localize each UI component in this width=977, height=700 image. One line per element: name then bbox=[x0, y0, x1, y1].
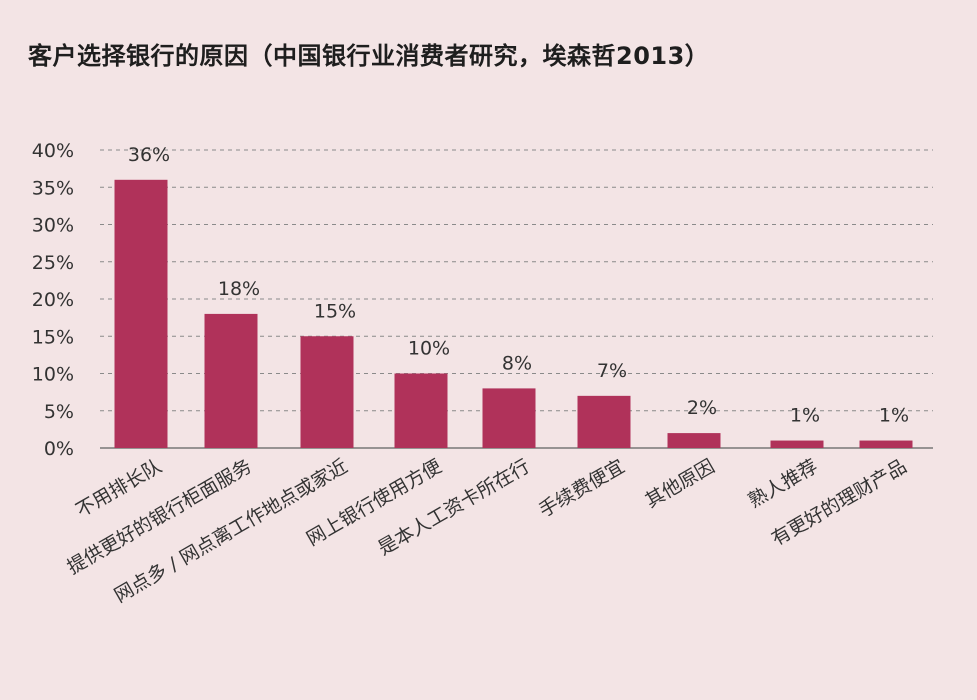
bar-value-label: 36% bbox=[128, 144, 170, 166]
bar-value-label: 8% bbox=[502, 352, 532, 374]
y-tick-label: 10% bbox=[32, 364, 74, 386]
chart-title: 客户选择银行的原因（中国银行业消费者研究，埃森哲2013） bbox=[28, 42, 710, 70]
bar bbox=[114, 179, 168, 449]
bar-value-label: 10% bbox=[408, 338, 450, 360]
y-tick-label: 15% bbox=[32, 326, 74, 348]
y-tick-label: 40% bbox=[32, 140, 74, 162]
bar bbox=[770, 440, 824, 448]
y-tick-label: 5% bbox=[44, 401, 74, 423]
y-tick-label: 20% bbox=[32, 289, 74, 311]
x-tick-label: 熟人推荐 bbox=[745, 455, 822, 512]
bar-value-label: 2% bbox=[687, 397, 717, 419]
x-tick-label: 是本人工资卡所在行 bbox=[374, 455, 533, 560]
bar bbox=[394, 373, 448, 448]
bar-value-label: 1% bbox=[879, 405, 909, 427]
bar bbox=[204, 313, 258, 448]
bar-value-label: 1% bbox=[790, 405, 820, 427]
bar bbox=[859, 440, 913, 448]
bar bbox=[577, 395, 631, 448]
bar-value-label: 18% bbox=[218, 278, 260, 300]
bar-value-label: 15% bbox=[314, 300, 356, 322]
bar bbox=[482, 388, 536, 448]
bar-value-label: 7% bbox=[597, 360, 627, 382]
y-tick-label: 0% bbox=[44, 438, 74, 460]
y-tick-label: 25% bbox=[32, 252, 74, 274]
y-tick-label: 35% bbox=[32, 177, 74, 199]
bar bbox=[300, 336, 354, 448]
x-tick-label: 手续费便宜 bbox=[535, 455, 628, 522]
x-tick-label: 其他原因 bbox=[642, 455, 719, 512]
y-tick-label: 30% bbox=[32, 215, 74, 237]
bar bbox=[667, 433, 721, 448]
